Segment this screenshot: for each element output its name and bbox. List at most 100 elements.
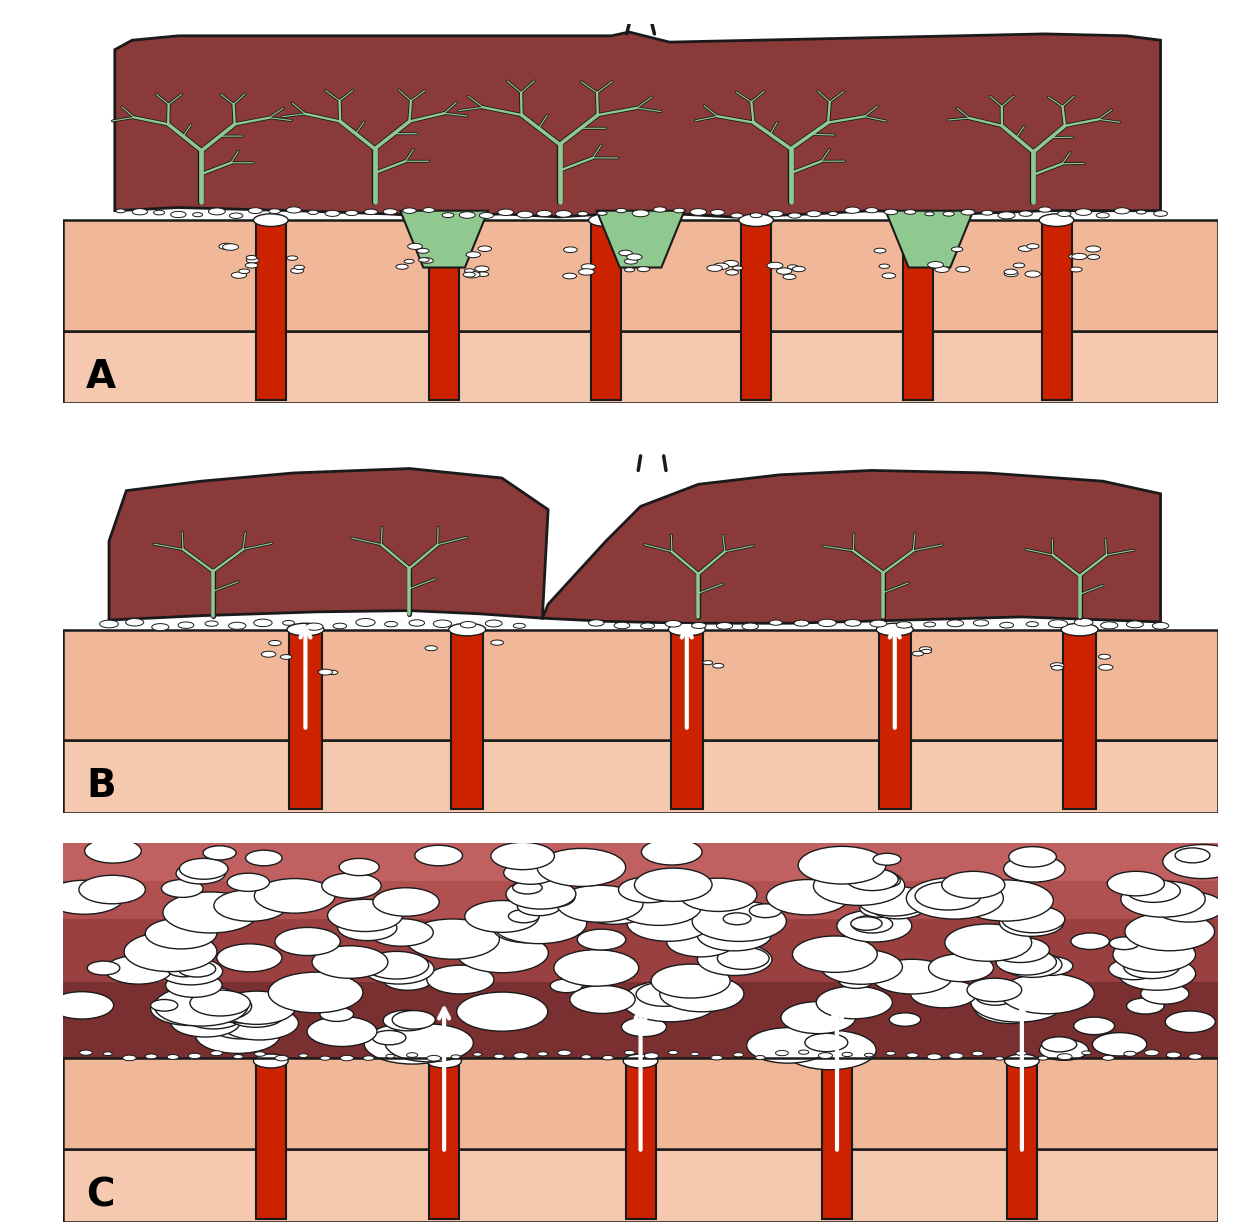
Ellipse shape — [491, 903, 587, 943]
Ellipse shape — [392, 1011, 436, 1029]
Ellipse shape — [383, 969, 433, 990]
Ellipse shape — [280, 655, 291, 660]
Ellipse shape — [246, 258, 259, 263]
Ellipse shape — [750, 904, 781, 918]
Ellipse shape — [928, 954, 993, 981]
Polygon shape — [590, 220, 620, 400]
Ellipse shape — [679, 879, 757, 912]
Ellipse shape — [912, 651, 923, 656]
Ellipse shape — [208, 208, 225, 215]
Ellipse shape — [597, 211, 607, 215]
Ellipse shape — [355, 618, 376, 627]
Ellipse shape — [407, 1052, 418, 1057]
Ellipse shape — [726, 270, 739, 275]
Ellipse shape — [1019, 246, 1032, 252]
Ellipse shape — [877, 623, 913, 635]
Ellipse shape — [889, 1013, 921, 1026]
Ellipse shape — [404, 259, 414, 264]
Ellipse shape — [1127, 998, 1164, 1014]
Ellipse shape — [286, 623, 324, 635]
Ellipse shape — [1127, 621, 1143, 628]
Ellipse shape — [554, 949, 639, 986]
Ellipse shape — [972, 1051, 983, 1056]
Ellipse shape — [668, 1051, 678, 1055]
Ellipse shape — [1051, 666, 1064, 670]
Ellipse shape — [1074, 618, 1093, 626]
Ellipse shape — [1124, 1051, 1137, 1056]
Ellipse shape — [711, 1056, 722, 1059]
Polygon shape — [885, 210, 973, 268]
Ellipse shape — [579, 269, 594, 275]
Ellipse shape — [1099, 665, 1113, 670]
Ellipse shape — [491, 640, 504, 645]
Ellipse shape — [618, 877, 678, 903]
Ellipse shape — [475, 266, 489, 271]
Ellipse shape — [536, 210, 551, 216]
Ellipse shape — [578, 211, 588, 216]
Ellipse shape — [338, 915, 397, 941]
Ellipse shape — [976, 989, 1015, 1006]
Ellipse shape — [691, 1052, 700, 1056]
Ellipse shape — [203, 846, 236, 860]
Ellipse shape — [739, 214, 774, 226]
Ellipse shape — [126, 618, 143, 626]
Ellipse shape — [1019, 211, 1032, 216]
Ellipse shape — [538, 1052, 548, 1056]
Ellipse shape — [494, 1055, 505, 1058]
Ellipse shape — [180, 858, 229, 880]
Ellipse shape — [712, 664, 723, 668]
Ellipse shape — [162, 880, 203, 897]
Ellipse shape — [448, 623, 486, 635]
Ellipse shape — [192, 213, 202, 216]
Ellipse shape — [1152, 622, 1169, 629]
Polygon shape — [256, 1061, 286, 1218]
Ellipse shape — [884, 209, 898, 215]
Ellipse shape — [45, 880, 124, 914]
Ellipse shape — [782, 274, 796, 280]
Ellipse shape — [538, 848, 625, 886]
Ellipse shape — [219, 243, 234, 249]
Ellipse shape — [806, 211, 821, 216]
Ellipse shape — [477, 273, 489, 276]
Ellipse shape — [275, 927, 340, 956]
Ellipse shape — [167, 1055, 178, 1059]
Ellipse shape — [1004, 269, 1017, 275]
Ellipse shape — [632, 210, 649, 216]
Ellipse shape — [916, 882, 981, 910]
Ellipse shape — [409, 620, 425, 626]
Ellipse shape — [975, 992, 1046, 1024]
Ellipse shape — [951, 247, 963, 252]
Ellipse shape — [205, 621, 219, 626]
Ellipse shape — [697, 943, 772, 975]
Polygon shape — [543, 470, 1161, 623]
Ellipse shape — [1100, 622, 1118, 629]
Ellipse shape — [641, 623, 654, 628]
Ellipse shape — [345, 210, 358, 215]
Ellipse shape — [1118, 957, 1196, 990]
Ellipse shape — [870, 620, 887, 627]
Ellipse shape — [839, 974, 873, 989]
Ellipse shape — [425, 645, 437, 651]
Ellipse shape — [668, 623, 706, 635]
Ellipse shape — [957, 880, 1054, 921]
Ellipse shape — [1108, 871, 1164, 896]
Ellipse shape — [79, 875, 146, 904]
Ellipse shape — [627, 254, 642, 260]
Ellipse shape — [166, 973, 222, 997]
Ellipse shape — [943, 211, 955, 216]
Ellipse shape — [386, 1024, 474, 1062]
Ellipse shape — [308, 210, 318, 214]
Ellipse shape — [767, 210, 782, 216]
Ellipse shape — [1140, 984, 1189, 1004]
Ellipse shape — [506, 879, 575, 909]
Ellipse shape — [717, 947, 769, 969]
Ellipse shape — [106, 956, 172, 984]
Polygon shape — [430, 220, 460, 400]
Ellipse shape — [1004, 855, 1065, 882]
Ellipse shape — [673, 208, 685, 213]
Ellipse shape — [996, 949, 1056, 975]
Polygon shape — [741, 220, 771, 400]
Ellipse shape — [290, 268, 304, 274]
Polygon shape — [63, 843, 1218, 919]
Ellipse shape — [723, 913, 751, 925]
